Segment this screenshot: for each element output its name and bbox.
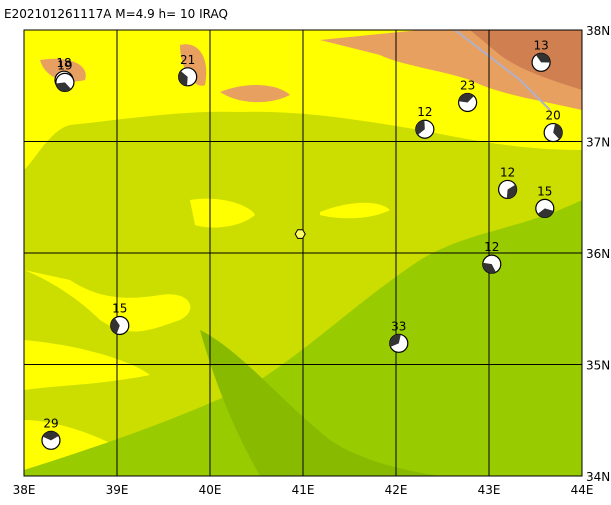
lon-label: 38E bbox=[13, 483, 36, 497]
focal-mechanism bbox=[178, 67, 198, 87]
compressional-quadrant bbox=[537, 208, 554, 218]
focal-mechanism bbox=[543, 122, 563, 143]
depth-label: 19 bbox=[57, 58, 72, 72]
map-title: E202101261117A M=4.9 h= 10 IRAQ bbox=[4, 7, 228, 21]
lon-label: 43E bbox=[478, 483, 501, 497]
compressional-quadrant bbox=[535, 53, 551, 63]
lon-label: 41E bbox=[292, 483, 315, 497]
depth-label: 13 bbox=[533, 38, 548, 52]
lat-label: 37N bbox=[586, 136, 610, 150]
lat-label: 35N bbox=[586, 359, 610, 373]
depth-label: 20 bbox=[546, 109, 561, 123]
depth-label: 21 bbox=[180, 53, 195, 67]
compressional-quadrant bbox=[178, 71, 188, 86]
focal-mechanism bbox=[55, 72, 75, 93]
lat-label: 36N bbox=[586, 247, 610, 261]
focal-mechanism bbox=[531, 52, 551, 72]
focal-mechanism bbox=[110, 315, 130, 336]
compressional-quadrant bbox=[110, 318, 120, 334]
depth-label: 33 bbox=[391, 319, 406, 333]
focal-mechanism bbox=[458, 92, 478, 113]
depth-label: 12 bbox=[500, 165, 515, 179]
depth-label: 12 bbox=[484, 240, 499, 254]
compressional-quadrant bbox=[389, 334, 401, 347]
depth-label: 15 bbox=[112, 301, 127, 315]
lon-label: 44E bbox=[571, 483, 594, 497]
compressional-quadrant bbox=[55, 82, 72, 92]
lon-label: 39E bbox=[106, 483, 129, 497]
depth-label: 18 bbox=[56, 56, 71, 70]
compressional-quadrant bbox=[415, 120, 425, 135]
map-frame bbox=[23, 29, 583, 477]
depth-label: 12 bbox=[417, 105, 432, 119]
lat-label: 38N bbox=[586, 24, 610, 38]
focal-mechanism bbox=[389, 333, 409, 353]
focal-mechanism bbox=[535, 198, 555, 218]
lon-label: 40E bbox=[199, 483, 222, 497]
lon-label: 42E bbox=[385, 483, 408, 497]
depth-label: 23 bbox=[460, 78, 475, 92]
compressional-quadrant bbox=[482, 262, 496, 274]
depth-label: 29 bbox=[43, 416, 58, 430]
compressional-quadrant bbox=[458, 93, 474, 103]
compressional-quadrant bbox=[506, 184, 517, 199]
compressional-quadrant bbox=[553, 123, 563, 140]
focal-mechanism bbox=[498, 179, 518, 200]
depth-label: 15 bbox=[537, 184, 552, 198]
compressional-quadrant bbox=[42, 431, 59, 441]
lat-label: 34N bbox=[586, 470, 610, 484]
focal-mechanism bbox=[482, 254, 502, 274]
focal-mechanism bbox=[415, 119, 435, 139]
epicenter bbox=[294, 229, 306, 239]
focal-mechanism bbox=[41, 430, 61, 450]
